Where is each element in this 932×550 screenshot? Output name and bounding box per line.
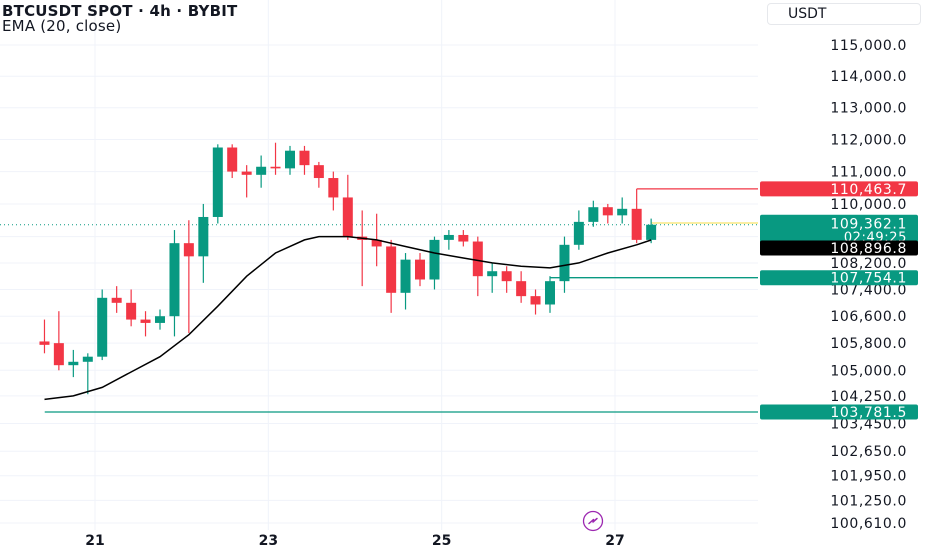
candle-body (559, 244, 570, 282)
y-tick-label: 100,610.0 (830, 516, 907, 532)
candle-body (68, 361, 79, 366)
candle-body (400, 259, 411, 293)
y-tick-label: 108,200.0 (830, 256, 907, 272)
candle-body (429, 239, 440, 280)
candle-body (155, 316, 165, 323)
candle-body (631, 208, 642, 240)
candle-body (82, 356, 93, 362)
candle-body (443, 234, 454, 240)
y-tick-label: 105,800.0 (830, 336, 907, 352)
y-tick-label: 103,450.0 (830, 416, 907, 432)
candle-body (111, 297, 122, 303)
current-price-bg (760, 214, 918, 245)
candle-body (256, 166, 267, 175)
x-tick-label: 23 (259, 533, 278, 549)
currency-button[interactable]: USDT (767, 3, 921, 25)
chart-title: BTCUSDT SPOT · 4h · BYBIT (2, 2, 238, 20)
horizontal-levels (0, 188, 758, 413)
candle-body (617, 208, 628, 216)
ema-value-label-bg (760, 240, 918, 256)
ema-line (44, 235, 652, 401)
flash-logo-icon (582, 510, 604, 532)
y-tick-label: 101,250.0 (830, 493, 907, 509)
level-label: 107,754.1 (830, 271, 907, 287)
candle-body (53, 343, 64, 366)
y-tick-label: 115,000.0 (830, 38, 907, 54)
y-tick-label: 113,000.0 (830, 101, 907, 117)
candle-body (126, 302, 137, 320)
y-tick-label: 107,400.0 (830, 282, 907, 298)
candle-body (371, 239, 382, 247)
y-tick-label: 101,950.0 (830, 469, 907, 485)
candle-body (285, 150, 295, 169)
candle-body (573, 221, 584, 245)
ema-value-label: 108,896.8 (830, 241, 907, 257)
candle-body (212, 147, 223, 217)
y-tick-label: 106,600.0 (830, 309, 907, 325)
candle-body (516, 281, 527, 297)
price-axis[interactable]: 115,000.0 114,000.0 113,000.0 112,000.0 111,… (830, 38, 907, 532)
candle-body (646, 224, 657, 240)
candle-body (530, 296, 541, 305)
candlestick-series (39, 142, 657, 395)
candle-body (328, 178, 339, 198)
candle-body (270, 166, 281, 169)
time-axis[interactable]: 21 23 25 27 (85, 533, 624, 549)
x-tick-label: 25 (432, 533, 451, 549)
y-tick-label: 102,650.0 (830, 444, 907, 460)
candle-body (97, 297, 108, 357)
level-label: 110,463.7 (830, 182, 907, 198)
candle-body (602, 207, 613, 216)
y-tick-label: 111,000.0 (830, 165, 907, 181)
level-label-bg (760, 181, 918, 197)
y-tick-label: 112,000.0 (830, 133, 907, 149)
level-label-bg (760, 270, 918, 286)
candle-body (501, 271, 512, 282)
candle-body (299, 150, 310, 166)
candle-body (386, 246, 397, 293)
level-label-bg (760, 404, 918, 420)
candle-body (313, 165, 324, 179)
y-tick-label: 110,000.0 (830, 197, 907, 213)
y-tick-label: 104,250.0 (830, 389, 907, 405)
candle-body (140, 319, 151, 323)
candle-body (183, 243, 194, 257)
candle-body (458, 234, 469, 242)
y-tick-label: 114,000.0 (830, 69, 907, 85)
level-label: 103,781.5 (830, 405, 907, 421)
candle-body (415, 259, 425, 280)
candle-body (487, 271, 498, 277)
candle-body (198, 216, 209, 257)
candle-body (227, 147, 238, 172)
candle-body (169, 243, 180, 317)
ema-line-layer (44, 235, 652, 401)
candle-body (472, 241, 483, 277)
price-labels: 110,463.7109,416.4107,754.1103,781.5109,… (760, 181, 918, 421)
x-tick-label: 21 (85, 533, 104, 549)
chart-grid (0, 0, 758, 530)
candle-body (588, 207, 599, 222)
candle-body (342, 197, 353, 237)
indicator-label[interactable]: EMA (20, close) (2, 17, 122, 35)
candle-body (545, 281, 555, 305)
y-tick-label: 105,000.0 (830, 363, 907, 379)
candle-body (241, 171, 252, 175)
candle-body (39, 341, 50, 345)
current-price-label: 109,362.1 (830, 217, 907, 233)
x-tick-label: 27 (605, 533, 624, 549)
